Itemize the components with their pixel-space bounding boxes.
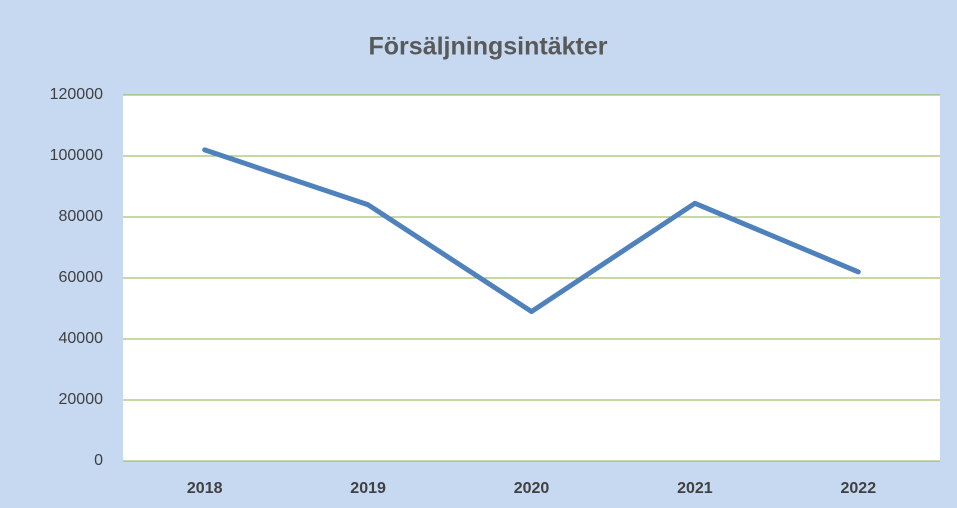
line-series bbox=[202, 147, 861, 315]
x-tick-label: 2021 bbox=[677, 480, 713, 497]
y-tick-label: 20000 bbox=[59, 391, 104, 408]
y-tick-label: 0 bbox=[94, 452, 103, 469]
y-tick-label: 80000 bbox=[59, 208, 104, 225]
x-tick-label: 2019 bbox=[350, 480, 386, 497]
y-tick-label: 100000 bbox=[50, 147, 103, 164]
y-tick-label: 60000 bbox=[59, 269, 104, 286]
x-tick-label: 2022 bbox=[841, 480, 877, 497]
y-tick-label: 120000 bbox=[50, 86, 103, 103]
x-tick-label: 2020 bbox=[514, 480, 550, 497]
y-tick-label: 40000 bbox=[59, 330, 104, 347]
x-tick-label: 2018 bbox=[187, 480, 223, 497]
chart-title: Försäljningsintäkter bbox=[369, 33, 608, 61]
